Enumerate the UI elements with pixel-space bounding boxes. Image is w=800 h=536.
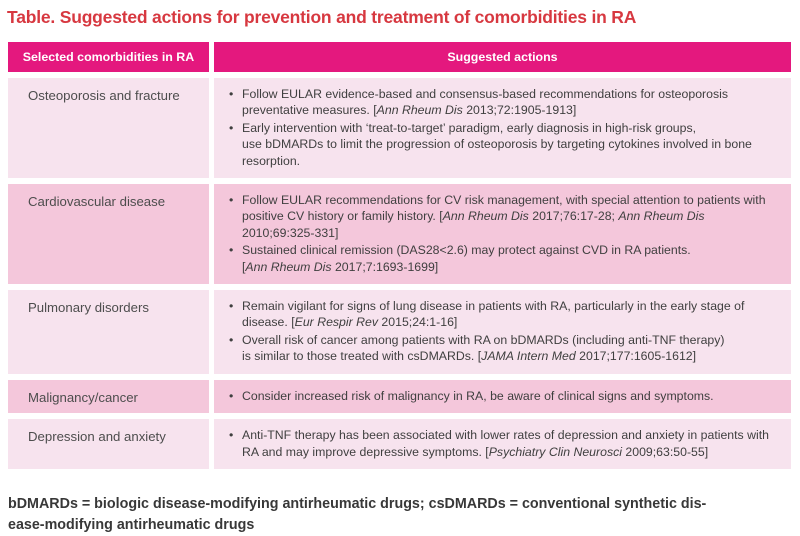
journal-citation: Ann Rheum Dis [618, 209, 705, 224]
abbreviations-footnote: bDMARDs = biologic disease-modifying ant… [8, 495, 707, 533]
action-item: Consider increased risk of malignancy in… [228, 388, 779, 405]
action-item: Overall risk of cancer among patients wi… [228, 332, 779, 365]
actions-list: Follow EULAR recommendations for CV risk… [228, 192, 779, 275]
comorbidities-table: Selected comorbidities in RA Suggested a… [8, 42, 791, 469]
table-title: Table. Suggested actions for prevention … [7, 7, 637, 27]
actions-list: Follow EULAR evidence-based and consensu… [228, 86, 779, 169]
comorbidity-cell: Pulmonary disorders [8, 290, 209, 374]
journal-citation: Ann Rheum Dis [442, 209, 529, 224]
action-text: 2015;24:1-16] [378, 315, 458, 330]
action-text: 2017;7:1693-1699] [331, 259, 439, 274]
actions-cell: Consider increased risk of malignancy in… [214, 379, 791, 414]
table-row: Pulmonary disorders Remain vigilant for s… [8, 290, 791, 374]
action-text: 2013;72:1905-1913] [462, 103, 577, 118]
actions-list: Anti-TNF therapy has been associated wit… [228, 427, 779, 460]
comorbidity-cell: Cardiovascular disease [8, 184, 209, 285]
action-text: Sustained clinical remission (DAS28<2.6)… [242, 243, 691, 274]
comorbidity-cell: Depression and anxiety [8, 419, 209, 469]
column-header-comorbidities: Selected comorbidities in RA [8, 42, 209, 72]
action-item: Anti-TNF therapy has been associated wit… [228, 427, 779, 460]
action-item: Sustained clinical remission (DAS28<2.6)… [228, 242, 779, 275]
action-text: 2010;69:325-331] [242, 225, 339, 240]
journal-citation: Psychiatry Clin Neurosci [488, 444, 622, 459]
table-row: Depression and anxiety Anti-TNF therapy h… [8, 419, 791, 469]
actions-list: Consider increased risk of malignancy in… [228, 388, 779, 405]
journal-citation: Eur Respir Rev [294, 315, 379, 330]
journal-citation: JAMA Intern Med [481, 349, 576, 364]
actions-cell: Anti-TNF therapy has been associated wit… [214, 419, 791, 469]
action-text: Follow EULAR evidence-based and consensu… [242, 87, 728, 118]
actions-cell: Follow EULAR evidence-based and consensu… [214, 78, 791, 179]
actions-cell: Follow EULAR recommendations for CV risk… [214, 184, 791, 285]
action-text: Follow EULAR recommendations for CV risk… [242, 193, 766, 224]
action-item: Follow EULAR recommendations for CV risk… [228, 192, 779, 241]
table-body: Osteoporosis and fracture Follow EULAR ev… [8, 78, 791, 469]
action-item: Early intervention with ‘treat-to-target… [228, 120, 779, 169]
action-text: 2017;177:1605-1612] [575, 349, 697, 364]
page: Table. Suggested actions for prevention … [0, 7, 800, 533]
table-row: Malignancy/cancer Consider increased risk… [8, 379, 791, 414]
journal-citation: Ann Rheum Dis [376, 103, 463, 118]
action-text: Remain vigilant for signs of lung diseas… [242, 299, 745, 330]
action-text: Early intervention with ‘treat-to-target… [242, 120, 752, 168]
column-header-suggested-actions: Suggested actions [214, 42, 791, 72]
action-text: Consider increased risk of malignancy in… [242, 388, 714, 403]
table-row: Cardiovascular disease Follow EULAR recom… [8, 184, 791, 285]
action-text: Anti-TNF therapy has been associated wit… [242, 428, 769, 459]
action-item: Follow EULAR evidence-based and consensu… [228, 86, 779, 119]
action-text: 2009;63:50-55] [621, 444, 709, 459]
table-header-row: Selected comorbidities in RA Suggested a… [8, 42, 791, 72]
action-text: 2017;76:17-28; [528, 209, 619, 224]
table-row: Osteoporosis and fracture Follow EULAR ev… [8, 78, 791, 179]
comorbidity-cell: Osteoporosis and fracture [8, 78, 209, 179]
action-text: Overall risk of cancer among patients wi… [242, 332, 725, 364]
action-item: Remain vigilant for signs of lung diseas… [228, 298, 779, 331]
comorbidity-cell: Malignancy/cancer [8, 379, 209, 414]
actions-cell: Remain vigilant for signs of lung diseas… [214, 290, 791, 374]
journal-citation: Ann Rheum Dis [245, 259, 332, 274]
actions-list: Remain vigilant for signs of lung diseas… [228, 298, 779, 365]
